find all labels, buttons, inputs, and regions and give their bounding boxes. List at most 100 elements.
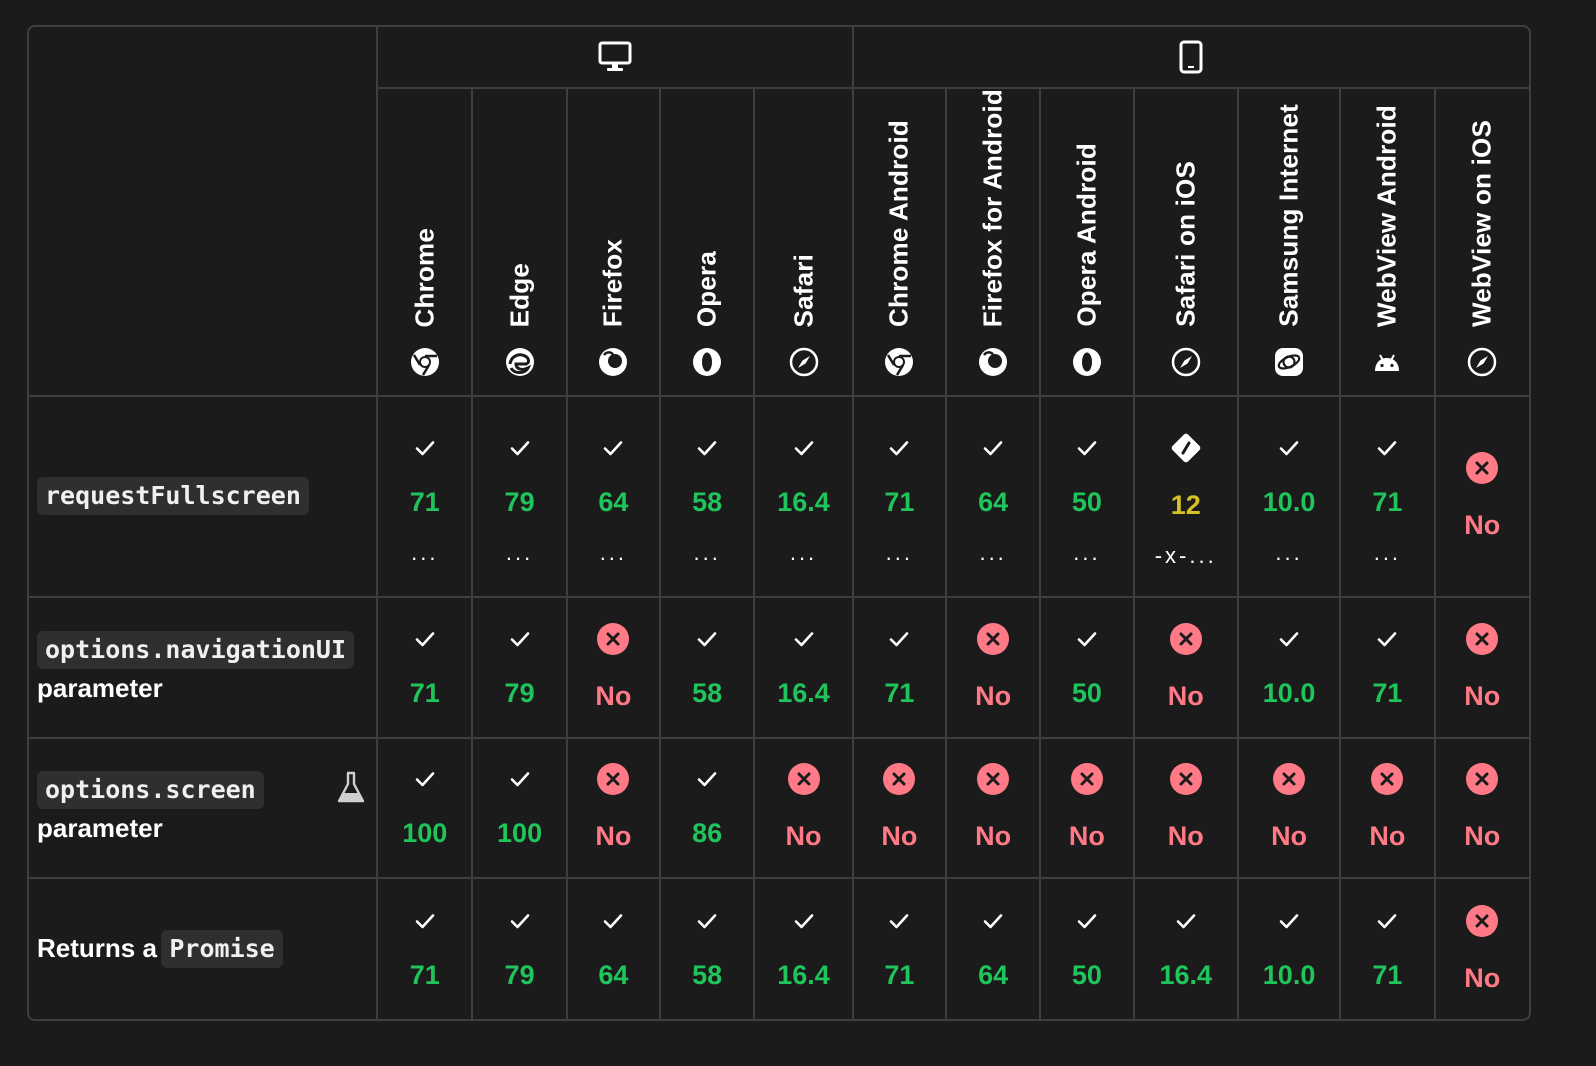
phone-icon: [1179, 40, 1203, 74]
more-notes-indicator[interactable]: ...: [1073, 539, 1101, 565]
more-notes-indicator[interactable]: ...: [505, 539, 534, 565]
support-cell[interactable]: 71: [851, 595, 947, 739]
feature-name-cell[interactable]: options.navigationUI parameter: [29, 595, 379, 739]
support-cell[interactable]: 79: [471, 595, 568, 739]
safari-icon: [1171, 347, 1201, 377]
support-cell[interactable]: 16.4: [1132, 877, 1239, 1019]
support-cell[interactable]: 71...: [376, 395, 474, 598]
support-cell[interactable]: 50: [1039, 877, 1135, 1019]
more-notes-indicator[interactable]: ...: [789, 539, 818, 565]
more-notes-indicator[interactable]: ...: [693, 539, 721, 565]
support-cell[interactable]: 16.4...: [753, 395, 854, 598]
support-cell[interactable]: 12 -x-...: [1132, 395, 1239, 598]
feature-name-cell[interactable]: Returns a Promise: [29, 877, 379, 1019]
supported-check-icon: [1077, 441, 1097, 456]
supported-check-icon: [1077, 631, 1097, 647]
opera-icon: [1072, 347, 1102, 377]
more-notes-indicator[interactable]: -x-...: [1154, 542, 1217, 568]
browser-name: Opera Android: [1071, 143, 1102, 327]
feature-code[interactable]: options.screen: [37, 771, 264, 810]
browser-name: WebView Android: [1371, 104, 1402, 327]
support-cell[interactable]: 10.0: [1236, 877, 1342, 1019]
support-cell[interactable]: No: [1433, 595, 1529, 739]
supported-check-icon: [604, 913, 623, 928]
support-cell[interactable]: No: [565, 736, 662, 880]
supported-check-icon: [890, 631, 909, 647]
feature-code[interactable]: requestFullscreen: [37, 477, 309, 516]
feature-code[interactable]: options.navigationUI: [37, 630, 355, 669]
more-notes-indicator[interactable]: ...: [1275, 539, 1303, 565]
support-version: No: [1464, 680, 1501, 711]
support-cell[interactable]: 50...: [1039, 395, 1135, 598]
more-notes-indicator[interactable]: ...: [411, 539, 439, 565]
supported-check-icon: [415, 772, 435, 787]
support-cell[interactable]: 86: [659, 736, 756, 880]
support-cell[interactable]: 100: [471, 736, 568, 880]
support-cell[interactable]: 71: [851, 877, 947, 1019]
experimental-flask-icon[interactable]: [336, 771, 366, 805]
more-notes-indicator[interactable]: ...: [599, 539, 628, 565]
support-version: 71: [1372, 959, 1403, 990]
support-cell[interactable]: 64: [944, 877, 1042, 1019]
support-cell[interactable]: No: [944, 736, 1042, 880]
support-cell[interactable]: No: [753, 736, 854, 880]
support-cell[interactable]: 71: [376, 595, 474, 739]
edge-icon: [505, 347, 535, 377]
support-version: 10.0: [1262, 677, 1316, 708]
support-cell[interactable]: No: [1433, 395, 1529, 598]
browser-header-opera: Opera: [659, 87, 756, 397]
support-cell[interactable]: No: [1132, 736, 1239, 880]
support-cell[interactable]: 58: [659, 877, 756, 1019]
support-version: 16.4: [777, 486, 830, 517]
feature-name-cell[interactable]: requestFullscreen: [29, 395, 379, 598]
support-cell[interactable]: 16.4: [753, 595, 854, 739]
support-cell[interactable]: No: [1236, 736, 1342, 880]
browser-header-webview-on-ios: WebView on iOS: [1433, 87, 1529, 397]
more-notes-indicator[interactable]: ...: [885, 539, 913, 565]
supported-check-icon: [697, 913, 717, 928]
support-cell[interactable]: 71...: [851, 395, 947, 598]
browser-name: Opera: [691, 250, 722, 327]
unsupported-x-icon: [597, 763, 630, 796]
support-cell[interactable]: 100: [376, 736, 474, 880]
more-notes-indicator[interactable]: ...: [979, 539, 1007, 565]
support-cell[interactable]: No: [1339, 736, 1436, 880]
support-cell[interactable]: No: [1132, 595, 1239, 739]
chrome-icon: [884, 347, 914, 377]
support-cell[interactable]: 79: [471, 877, 568, 1019]
more-notes-indicator[interactable]: ...: [1373, 539, 1402, 565]
supported-check-icon: [794, 441, 813, 456]
support-cell[interactable]: 10.0: [1236, 595, 1342, 739]
support-cell[interactable]: No: [565, 595, 662, 739]
firefox-icon: [598, 347, 628, 377]
support-cell[interactable]: 58: [659, 595, 756, 739]
support-version: 58: [692, 959, 723, 990]
unsupported-x-icon: [883, 763, 916, 796]
support-version: No: [595, 821, 632, 852]
support-version: No: [595, 680, 632, 711]
support-cell[interactable]: No: [1433, 877, 1529, 1019]
support-cell[interactable]: 71...: [1339, 395, 1436, 598]
support-cell[interactable]: 16.4: [753, 877, 854, 1019]
support-cell[interactable]: 64...: [944, 395, 1042, 598]
support-cell[interactable]: 71: [1339, 877, 1436, 1019]
feature-code[interactable]: Promise: [161, 930, 283, 969]
support-cell[interactable]: 71: [376, 877, 474, 1019]
support-cell[interactable]: No: [851, 736, 947, 880]
support-cell[interactable]: 79...: [471, 395, 568, 598]
support-cell[interactable]: No: [944, 595, 1042, 739]
supported-check-icon: [604, 441, 623, 456]
support-cell[interactable]: 64...: [565, 395, 662, 598]
feature-header-corner: [29, 27, 379, 397]
support-cell[interactable]: 64: [565, 877, 662, 1019]
support-cell[interactable]: No: [1433, 736, 1529, 880]
support-cell[interactable]: 10.0...: [1236, 395, 1342, 598]
browser-name: WebView on iOS: [1466, 120, 1497, 327]
support-cell[interactable]: 71: [1339, 595, 1436, 739]
support-cell[interactable]: No: [1039, 736, 1135, 880]
support-version: No: [1271, 821, 1308, 852]
feature-name-cell[interactable]: options.screen parameter: [29, 736, 379, 880]
support-cell[interactable]: 58...: [659, 395, 756, 598]
feature-row: Returns a Promise 71 79 64 58 16.4 71 64 50 16.4 1…: [29, 877, 1529, 1019]
support-cell[interactable]: 50: [1039, 595, 1135, 739]
